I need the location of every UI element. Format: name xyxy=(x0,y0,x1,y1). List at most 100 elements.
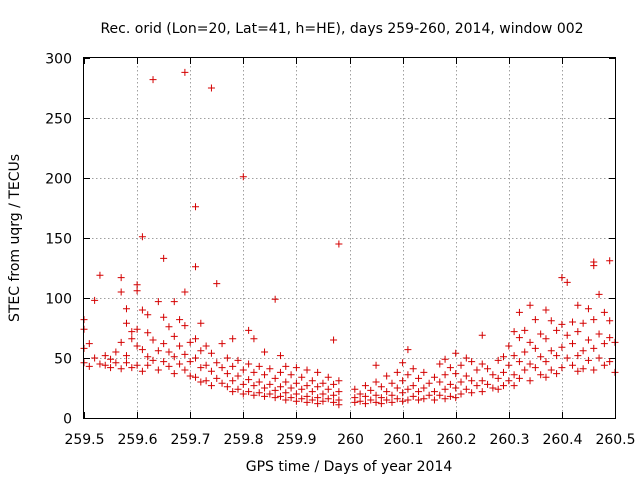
data-point xyxy=(563,354,571,362)
data-point xyxy=(595,354,603,362)
data-point xyxy=(170,298,178,306)
data-point xyxy=(261,392,269,400)
y-tick-label: 0 xyxy=(63,412,72,428)
data-point xyxy=(282,378,290,386)
data-point xyxy=(356,397,364,405)
data-point xyxy=(526,301,534,309)
x-tick-label: 259.8 xyxy=(223,432,263,448)
data-point xyxy=(590,316,598,324)
data-point xyxy=(91,354,99,362)
data-point xyxy=(101,361,109,369)
data-point xyxy=(579,347,587,355)
data-point xyxy=(239,390,247,398)
data-point xyxy=(202,361,210,369)
data-point xyxy=(255,389,263,397)
y-tick-label: 50 xyxy=(54,352,72,368)
data-point xyxy=(399,389,407,397)
data-point xyxy=(255,378,263,386)
x-tick-label: 259.5 xyxy=(64,432,104,448)
data-point xyxy=(250,391,258,399)
data-point xyxy=(494,385,502,393)
data-point xyxy=(122,319,130,327)
data-point xyxy=(170,353,178,361)
data-point xyxy=(128,328,136,336)
data-point xyxy=(324,395,332,403)
data-point xyxy=(261,384,269,392)
data-point xyxy=(245,360,253,368)
data-point xyxy=(186,358,194,366)
data-point xyxy=(192,335,200,343)
data-point xyxy=(292,379,300,387)
data-point xyxy=(202,377,210,385)
data-point xyxy=(197,347,205,355)
data-point xyxy=(282,362,290,370)
data-point xyxy=(213,374,221,382)
data-point xyxy=(255,362,263,370)
data-point xyxy=(181,288,189,296)
x-tick-label: 260.2 xyxy=(436,432,476,448)
data-point xyxy=(420,368,428,376)
data-point xyxy=(292,364,300,372)
data-point xyxy=(377,383,385,391)
data-point xyxy=(234,356,242,364)
data-point xyxy=(181,322,189,330)
data-point xyxy=(367,386,375,394)
data-point xyxy=(600,361,608,369)
data-point xyxy=(229,377,237,385)
data-point xyxy=(600,308,608,316)
data-point xyxy=(261,348,269,356)
data-point xyxy=(261,371,269,379)
data-point xyxy=(452,394,460,402)
data-point xyxy=(558,364,566,372)
data-point xyxy=(330,391,338,399)
data-point xyxy=(446,392,454,400)
data-point xyxy=(452,384,460,392)
data-point xyxy=(579,319,587,327)
data-point xyxy=(128,364,136,372)
data-point xyxy=(574,301,582,309)
data-point xyxy=(314,383,322,391)
data-point xyxy=(484,380,492,388)
data-point xyxy=(606,334,614,342)
data-point xyxy=(266,380,274,388)
data-point xyxy=(192,263,200,271)
data-point xyxy=(324,373,332,381)
y-tick-label: 100 xyxy=(45,292,72,308)
data-point xyxy=(192,354,200,362)
data-point xyxy=(542,373,550,381)
data-point xyxy=(393,384,401,392)
data-point xyxy=(367,396,375,404)
data-point xyxy=(276,368,284,376)
data-point xyxy=(569,340,577,348)
data-point xyxy=(430,373,438,381)
data-point xyxy=(553,370,561,378)
data-point xyxy=(276,352,284,360)
data-point xyxy=(330,398,338,406)
data-point xyxy=(388,379,396,387)
data-point xyxy=(207,382,215,390)
data-point xyxy=(149,336,157,344)
data-point xyxy=(404,385,412,393)
data-point xyxy=(574,367,582,375)
data-point xyxy=(202,342,210,350)
data-point xyxy=(138,306,146,314)
data-point xyxy=(351,385,359,393)
data-point xyxy=(521,348,529,356)
data-point xyxy=(372,361,380,369)
data-point xyxy=(531,316,539,324)
x-tick-label: 260.5 xyxy=(595,432,635,448)
data-point xyxy=(441,371,449,379)
data-point xyxy=(526,377,534,385)
data-point xyxy=(91,296,99,304)
data-point xyxy=(250,368,258,376)
data-point xyxy=(223,370,231,378)
data-point xyxy=(282,389,290,397)
data-point xyxy=(308,377,316,385)
data-point xyxy=(515,334,523,342)
data-point xyxy=(165,362,173,370)
y-tick-label: 300 xyxy=(45,52,72,68)
data-point xyxy=(197,319,205,327)
data-point xyxy=(138,346,146,354)
data-point xyxy=(176,360,184,368)
data-point xyxy=(377,400,385,408)
